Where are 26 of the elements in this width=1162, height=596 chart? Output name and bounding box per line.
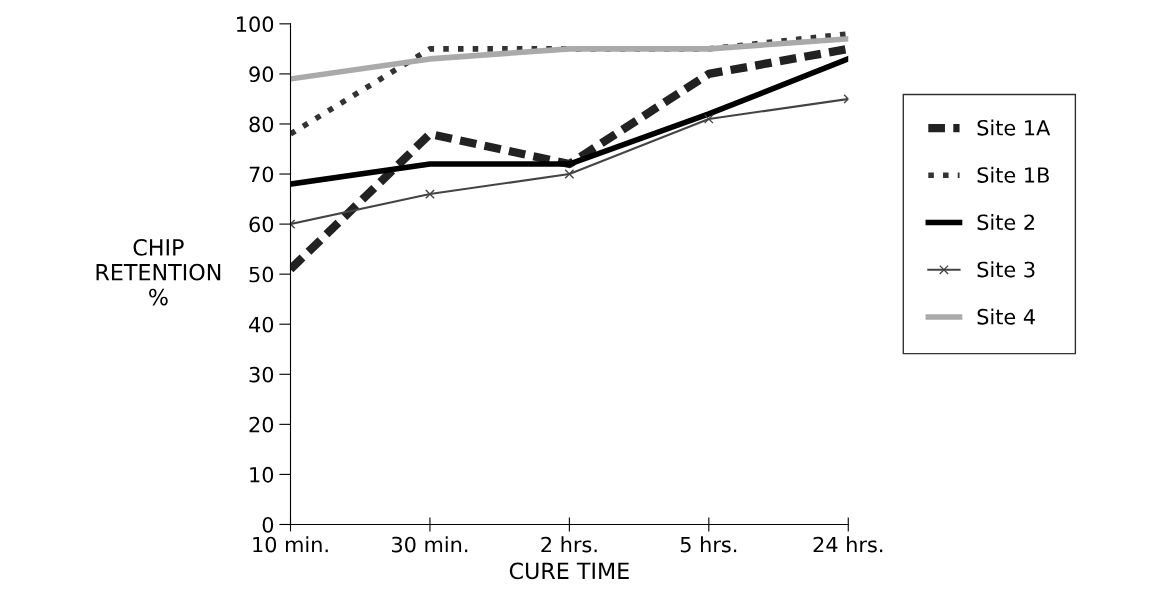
x-tick-label: 5 hrs. [680,536,737,553]
point [425,189,435,199]
y-tick-label: 80 [249,116,274,133]
y-tick-label: 60 [249,216,274,233]
x-tick-label: 24 hrs. [813,536,883,553]
legend-label: Site 1B [977,166,1049,183]
y-tick-label: 20 [249,416,274,433]
x-axis-title: CURE TIME [509,562,629,580]
point [703,114,714,124]
y-tick-label: 70 [249,166,274,183]
y-tick-label: 100 [237,16,274,33]
y-tick-label: 90 [249,66,274,83]
y-tick-label: 10 [250,466,274,483]
x-tick-label: 2 hrs. [541,536,597,553]
y-tick-label: 50 [249,266,274,283]
legend-label: Site 2 [977,214,1034,231]
y-axis-title: CHIP RETENTION % [96,238,221,306]
y-tick-label: 0 [262,516,274,533]
legend-label: Site 1A [977,119,1051,136]
x-tick-label: 10 min. [253,536,328,553]
legend-label: Site 4 [977,308,1035,325]
point [564,169,575,179]
legend-label: Site 3 [977,261,1035,278]
y-tick-label: 40 [249,316,274,333]
x-tick-label: 30 min. [392,536,468,553]
y-tick-label: 30 [249,366,274,383]
